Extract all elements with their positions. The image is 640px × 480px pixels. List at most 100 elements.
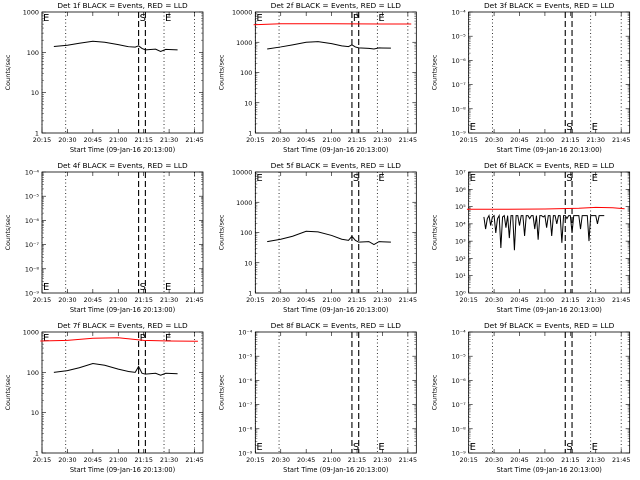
plot-frame <box>468 11 631 134</box>
chart-panel: Det 5f BLACK = Events, RED = LLD Counts/s… <box>217 161 417 314</box>
event-marker-label: S <box>353 442 359 453</box>
data-series-line <box>267 230 391 246</box>
x-axis-label: Start Time (09-Jan-16 20:13:00) <box>70 466 175 474</box>
x-tick-label: 20:30 <box>485 136 503 144</box>
x-tick-label: 21:15 <box>561 456 579 464</box>
chart-title: Det 7f BLACK = Events, RED = LLD <box>57 321 188 330</box>
x-tick-label: 21:00 <box>109 456 127 464</box>
event-marker-label: E <box>165 333 171 344</box>
y-tick-label: 10⁻⁷ <box>452 401 467 409</box>
y-axis-label: Counts/sec <box>217 214 225 250</box>
event-marker-label: S <box>566 173 572 184</box>
chart-title: Det 2f BLACK = Events, RED = LLD <box>271 1 402 10</box>
chart-panel: Det 1f BLACK = Events, RED = LLD Counts/s… <box>4 1 204 154</box>
x-tick-label: 21:30 <box>160 136 178 144</box>
event-marker-label: E <box>592 122 598 133</box>
y-tick-label: 10⁻⁶ <box>25 217 40 225</box>
data-series-line <box>53 40 178 53</box>
x-axis-label: Start Time (09-Jan-16 20:13:00) <box>283 466 388 474</box>
y-tick-label: 1000 <box>23 329 39 337</box>
y-tick-label: 10⁻⁴ <box>238 329 253 337</box>
x-tick-label: 21:45 <box>612 456 630 464</box>
x-tick-label: 20:30 <box>272 296 290 304</box>
y-tick-label: 10⁴ <box>455 220 466 228</box>
x-tick-label: 20:30 <box>58 456 76 464</box>
event-marker-label: S <box>140 282 146 293</box>
x-tick-label: 20:15 <box>459 136 477 144</box>
y-tick-label: 10⁻⁶ <box>452 57 467 65</box>
y-tick-label: 10¹ <box>455 272 466 280</box>
x-tick-label: 20:15 <box>33 136 51 144</box>
event-marker-label: E <box>165 282 171 293</box>
x-tick-label: 20:45 <box>84 296 102 304</box>
y-tick-label: 10 <box>244 99 252 107</box>
y-tick-label: 1 <box>35 450 39 458</box>
x-tick-label: 20:45 <box>84 456 102 464</box>
event-marker-label: P <box>353 13 359 24</box>
data-series-line <box>53 363 178 376</box>
x-tick-label: 21:30 <box>160 296 178 304</box>
event-marker-label: E <box>470 442 476 453</box>
event-marker-label: P <box>140 333 146 344</box>
y-tick-label: 10⁻⁹ <box>452 130 467 138</box>
x-tick-label: 21:00 <box>536 296 554 304</box>
x-tick-label: 21:30 <box>160 456 178 464</box>
x-axis-label: Start Time (09-Jan-16 20:13:00) <box>283 146 388 154</box>
x-tick-label: 20:15 <box>459 456 477 464</box>
data-series-line <box>483 213 605 251</box>
y-tick-label: 10⁻⁹ <box>238 450 253 458</box>
y-axis-label: Counts/sec <box>431 214 439 250</box>
x-tick-label: 21:30 <box>373 136 391 144</box>
x-tick-label: 20:30 <box>58 296 76 304</box>
plot-frame <box>41 331 204 454</box>
data-series-line <box>466 206 625 210</box>
x-tick-label: 21:45 <box>399 136 417 144</box>
x-axis-label: Start Time (09-Jan-16 20:13:00) <box>70 306 175 314</box>
event-marker-label: E <box>378 442 384 453</box>
x-tick-label: 20:45 <box>297 296 315 304</box>
y-tick-label: 10⁻⁶ <box>452 377 467 385</box>
y-tick-label: 100 <box>240 69 252 77</box>
chart-title: Det 4f BLACK = Events, RED = LLD <box>57 161 188 170</box>
x-tick-label: 21:45 <box>399 456 417 464</box>
x-tick-label: 21:00 <box>322 456 340 464</box>
x-axis-label: Start Time (09-Jan-16 20:13:00) <box>70 146 175 154</box>
x-tick-label: 20:15 <box>246 136 264 144</box>
event-marker-label: S <box>353 173 359 184</box>
y-tick-label: 1 <box>248 290 252 298</box>
plot-frame <box>468 171 631 294</box>
y-tick-label: 10⁶ <box>455 186 466 194</box>
event-marker-label: S <box>566 442 572 453</box>
event-marker-label: E <box>378 173 384 184</box>
event-marker-label: E <box>43 13 49 24</box>
data-series-line <box>40 337 198 342</box>
chart-title: Det 8f BLACK = Events, RED = LLD <box>271 321 402 330</box>
y-tick-label: 10⁵ <box>455 203 466 211</box>
x-tick-label: 21:15 <box>348 296 366 304</box>
x-tick-label: 21:30 <box>587 296 605 304</box>
y-axis-label: Counts/sec <box>431 54 439 90</box>
event-marker-label: E <box>592 173 598 184</box>
y-tick-label: 10⁻⁹ <box>25 290 40 298</box>
x-tick-label: 21:00 <box>536 136 554 144</box>
chart-title: Det 9f BLACK = Events, RED = LLD <box>484 321 615 330</box>
chart-title: Det 1f BLACK = Events, RED = LLD <box>57 1 188 10</box>
x-tick-label: 20:30 <box>485 296 503 304</box>
x-axis-label: Start Time (09-Jan-16 20:13:00) <box>496 146 601 154</box>
data-series-line <box>253 23 412 26</box>
x-tick-label: 21:45 <box>185 136 203 144</box>
chart-title: Det 5f BLACK = Events, RED = LLD <box>271 161 402 170</box>
y-tick-label: 10⁻⁸ <box>25 265 40 273</box>
x-axis-label: Start Time (09-Jan-16 20:13:00) <box>496 466 601 474</box>
y-axis-label: Counts/sec <box>217 374 225 410</box>
y-tick-label: 10⁷ <box>455 169 466 177</box>
y-tick-label: 10⁻⁵ <box>452 353 467 361</box>
x-tick-label: 21:00 <box>322 296 340 304</box>
x-tick-label: 20:30 <box>485 456 503 464</box>
y-tick-label: 100 <box>27 49 39 57</box>
x-tick-label: 21:00 <box>536 456 554 464</box>
data-series-line <box>267 41 391 50</box>
chart-panel: Det 3f BLACK = Events, RED = LLD Counts/s… <box>431 1 631 154</box>
plot-frame <box>254 331 417 454</box>
